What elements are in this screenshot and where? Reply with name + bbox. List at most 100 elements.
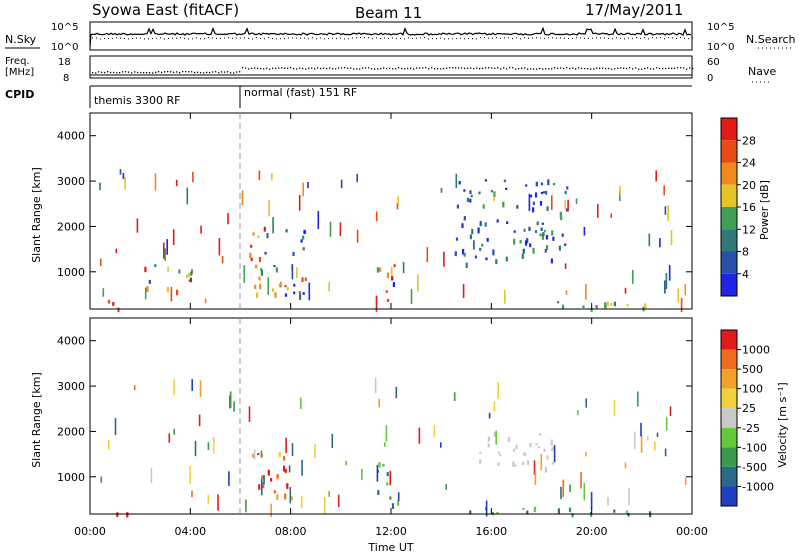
freq-dot [551, 68, 553, 70]
power-cell [565, 290, 568, 295]
freq-dot [632, 68, 634, 70]
freq-dot [296, 68, 298, 70]
nsearch-dot [432, 38, 433, 40]
freq-dot [569, 67, 571, 70]
power-cell [626, 304, 629, 307]
power-cell [519, 240, 522, 244]
power-cell [564, 190, 567, 195]
velocity-colorbar-tick-label: 25 [742, 402, 756, 415]
nsearch-dot [92, 37, 93, 39]
freq-dot [488, 67, 490, 69]
freq-dot [332, 67, 334, 70]
freq-dot [617, 67, 619, 69]
x-tick-label: 08:00 [275, 525, 307, 538]
freq-dot [227, 71, 229, 73]
nsearch-dot [392, 37, 393, 39]
power-cell [272, 217, 274, 234]
power-cell [469, 234, 472, 240]
power-cell [540, 191, 543, 195]
power-cell [557, 301, 560, 304]
power-cell [484, 222, 487, 227]
station-title: Syowa East (fitACF) [92, 1, 239, 19]
power-cell [221, 256, 224, 264]
velocity-cell [613, 399, 616, 416]
power-cell [465, 262, 468, 268]
nave-tick-bottom: 0 [707, 73, 713, 84]
velocity-cell [583, 483, 586, 501]
velocity-cell [286, 483, 289, 489]
freq-dot [581, 67, 583, 70]
freq-dot [137, 71, 139, 74]
nsearch-dot [272, 37, 273, 39]
velocity-cell [479, 459, 482, 464]
nsearch-dot [528, 37, 529, 39]
freq-dot [602, 67, 604, 69]
power-cell [136, 218, 139, 233]
freq-dot [671, 67, 673, 69]
power-cell [191, 269, 193, 275]
velocity-cell [433, 424, 436, 437]
power-cell [539, 201, 543, 206]
velocity-cell [245, 499, 247, 513]
velocity-cell [627, 512, 630, 517]
power-cell [521, 253, 524, 259]
velocity-cell [585, 398, 587, 408]
nsearch-dot [492, 37, 493, 39]
power-cell [469, 190, 472, 194]
freq-dot [203, 72, 205, 74]
velocity-y-tick-label: 4000 [57, 335, 85, 348]
power-cell [426, 247, 429, 263]
power-cell [329, 221, 332, 237]
power-cell [542, 232, 545, 237]
nsearch-dot [408, 37, 409, 39]
x-tick-label: 20:00 [576, 525, 608, 538]
power-cell [619, 186, 621, 195]
nsearch-dot [136, 37, 137, 39]
power-cell [397, 196, 400, 205]
velocity-cell [625, 510, 628, 514]
power-cell [597, 204, 599, 218]
nsearch-dot [128, 38, 129, 40]
nsearch-dot [176, 37, 177, 39]
velocity-cell [199, 380, 202, 397]
freq-dot [665, 67, 667, 70]
freq-dot [263, 68, 265, 70]
velocity-cell [382, 463, 385, 467]
velocity-cell [207, 494, 210, 504]
nsearch-dot [460, 37, 461, 39]
nsearch-dot [540, 37, 541, 39]
nsearch-dot [220, 37, 221, 39]
power-cell [298, 291, 302, 295]
nsearch-dot [364, 37, 365, 39]
power-cell [575, 198, 578, 205]
freq-dot [446, 67, 448, 69]
velocity-cell [377, 490, 380, 495]
power-cell [541, 222, 544, 225]
freq-dot [257, 67, 259, 69]
nsearch-dot [124, 38, 125, 40]
power-cell [304, 277, 307, 281]
freq-panel [89, 55, 693, 79]
velocity-cell [497, 451, 500, 454]
velocity-cell [189, 466, 191, 484]
velocity-colorbar-swatch [721, 388, 737, 409]
power-cell [528, 226, 531, 231]
velocity-cell [252, 453, 255, 458]
power-cell [188, 279, 191, 282]
freq-dot [413, 68, 415, 70]
velocity-cell [453, 392, 456, 402]
power-cell [474, 255, 477, 259]
velocity-ylabel: Slant Range [km] [30, 372, 43, 468]
freq-dot [596, 67, 598, 69]
velocity-cell [551, 462, 554, 465]
freq-dot [560, 67, 562, 69]
x-tick-label: 12:00 [375, 525, 407, 538]
freq-dot [320, 67, 322, 70]
power-cell [524, 240, 528, 246]
freq-dot [245, 67, 247, 69]
nsearch-dot [380, 38, 381, 40]
power-cell [340, 179, 343, 189]
power-colorbar-swatch [721, 184, 737, 207]
power-cell [582, 305, 585, 309]
nsearch-dot [484, 37, 485, 39]
